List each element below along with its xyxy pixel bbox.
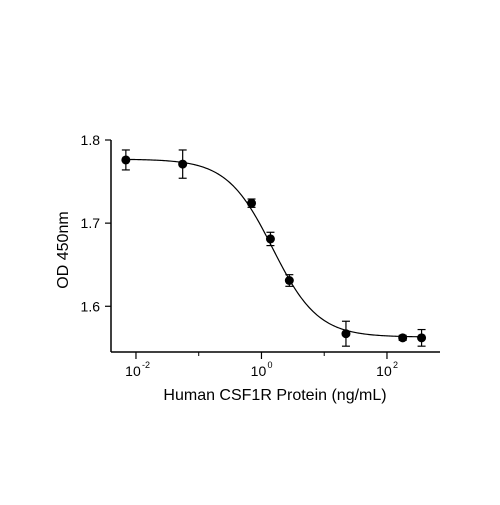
data-point xyxy=(417,328,427,347)
x-tick-base: 10 xyxy=(251,363,267,379)
data-points xyxy=(121,149,427,347)
y-tick-label: 1.7 xyxy=(81,215,101,231)
x-tick-base: 10 xyxy=(376,363,392,379)
data-marker xyxy=(265,234,275,244)
data-marker xyxy=(398,333,408,343)
data-point xyxy=(178,149,188,179)
y-axis-title: OD 450nm xyxy=(55,211,72,288)
fit-curve xyxy=(125,158,422,338)
x-tick-label: 10 2 xyxy=(376,360,398,379)
x-tick-label: 10 0 xyxy=(251,360,273,379)
data-marker xyxy=(284,276,294,286)
axes xyxy=(110,140,440,353)
data-point xyxy=(341,320,351,347)
data-marker xyxy=(341,329,351,339)
data-point xyxy=(265,231,275,247)
data-point xyxy=(284,274,294,287)
data-marker xyxy=(247,198,257,208)
data-marker xyxy=(178,159,188,169)
data-marker xyxy=(121,155,131,165)
x-tick-exponent: -2 xyxy=(142,360,150,370)
axis-ticks: 1.61.71.810 -2 10 0 10 2 xyxy=(81,132,398,379)
y-tick-label: 1.6 xyxy=(81,298,101,314)
data-point xyxy=(398,333,408,343)
data-marker xyxy=(417,333,427,343)
data-point xyxy=(121,149,131,171)
x-axis-title: Human CSF1R Protein (ng/mL) xyxy=(163,387,386,404)
x-tick-base: 10 xyxy=(125,363,141,379)
x-tick-label: 10 -2 xyxy=(125,360,150,379)
data-point xyxy=(247,198,257,208)
y-tick-label: 1.8 xyxy=(81,132,101,148)
x-tick-exponent: 2 xyxy=(393,360,398,370)
x-tick-exponent: 0 xyxy=(267,360,272,370)
